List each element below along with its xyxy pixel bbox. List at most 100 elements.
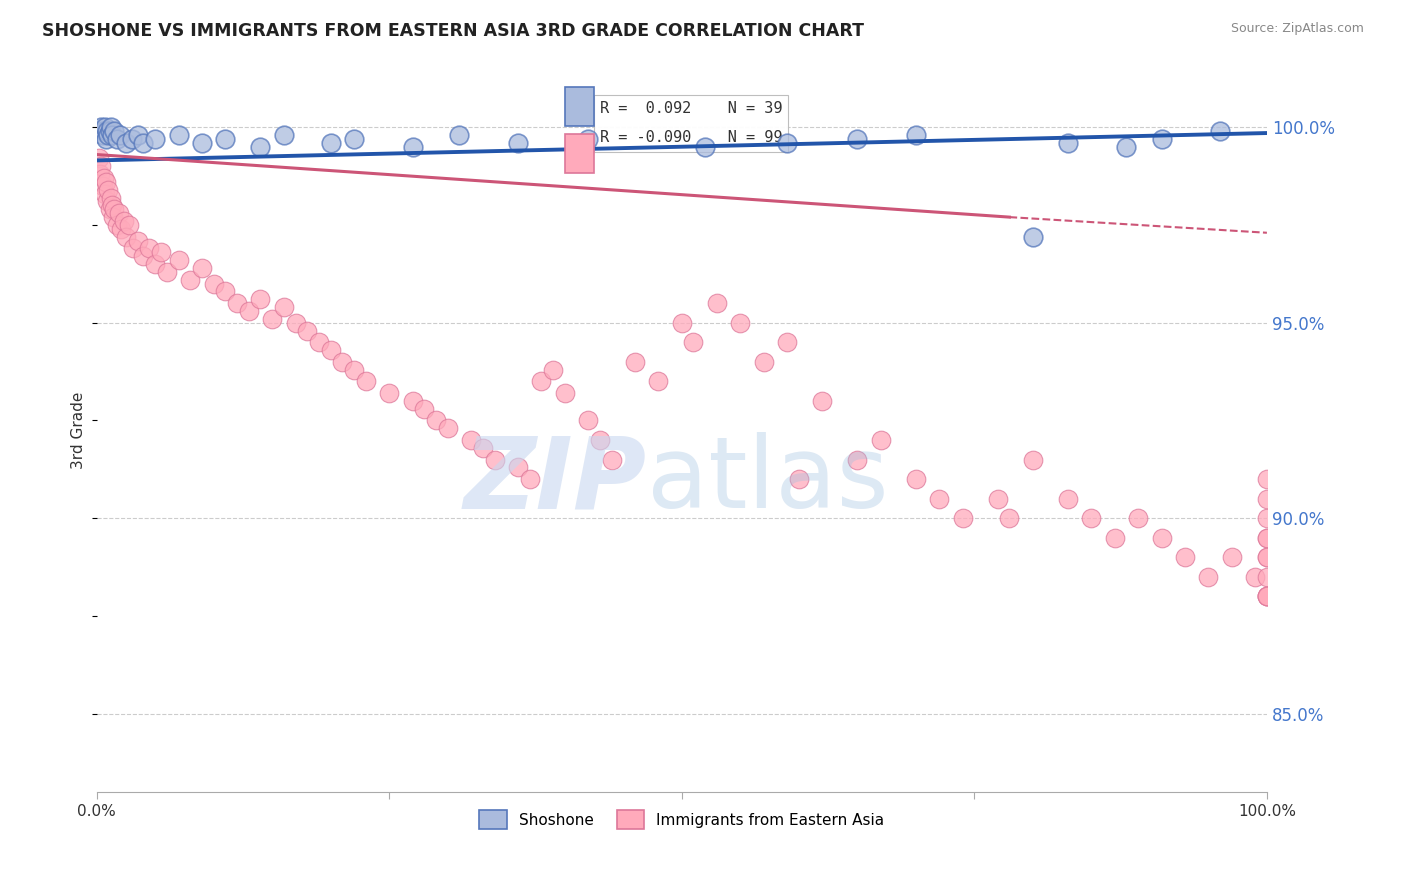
Point — [506, 460, 529, 475]
Point — [94, 175, 117, 189]
Point — [202, 277, 225, 291]
Point — [108, 128, 131, 142]
Point — [541, 362, 564, 376]
Point — [115, 229, 138, 244]
Point — [730, 316, 752, 330]
Text: SHOSHONE VS IMMIGRANTS FROM EASTERN ASIA 3RD GRADE CORRELATION CHART: SHOSHONE VS IMMIGRANTS FROM EASTERN ASIA… — [42, 22, 865, 40]
Point — [167, 253, 190, 268]
Point — [1256, 590, 1278, 604]
Point — [94, 186, 117, 201]
Point — [97, 183, 120, 197]
Point — [846, 452, 869, 467]
Point — [105, 218, 128, 232]
Point — [846, 132, 869, 146]
FancyBboxPatch shape — [565, 87, 593, 127]
Point — [94, 132, 117, 146]
Point — [284, 316, 307, 330]
Text: ZIP: ZIP — [464, 433, 647, 529]
Point — [297, 324, 319, 338]
Point — [308, 335, 330, 350]
Point — [401, 393, 423, 408]
Point — [413, 401, 436, 416]
Point — [1256, 590, 1278, 604]
Point — [904, 472, 927, 486]
Point — [238, 304, 260, 318]
Point — [869, 433, 891, 447]
Point — [1197, 570, 1219, 584]
Point — [695, 139, 717, 153]
Point — [273, 300, 295, 314]
Point — [167, 128, 190, 142]
Point — [1256, 531, 1278, 545]
Point — [319, 136, 342, 150]
Point — [1209, 124, 1232, 138]
Point — [332, 355, 354, 369]
Point — [94, 120, 117, 135]
Point — [1174, 550, 1197, 565]
Point — [904, 128, 927, 142]
Point — [987, 491, 1010, 506]
Point — [108, 206, 131, 220]
Point — [928, 491, 950, 506]
Point — [1244, 570, 1267, 584]
Point — [752, 355, 775, 369]
Point — [132, 136, 155, 150]
Point — [671, 316, 693, 330]
Point — [105, 132, 128, 146]
Point — [576, 413, 599, 427]
Point — [132, 249, 155, 263]
Point — [101, 128, 124, 142]
Point — [776, 335, 799, 350]
Point — [249, 139, 271, 153]
Text: Source: ZipAtlas.com: Source: ZipAtlas.com — [1230, 22, 1364, 36]
Point — [191, 260, 214, 275]
Point — [89, 124, 111, 138]
Y-axis label: 3rd Grade: 3rd Grade — [72, 392, 86, 469]
Point — [1220, 550, 1243, 565]
Point — [1022, 229, 1045, 244]
Point — [1256, 570, 1278, 584]
Point — [624, 355, 647, 369]
Point — [1128, 511, 1150, 525]
Point — [449, 128, 471, 142]
Point — [214, 132, 236, 146]
FancyBboxPatch shape — [565, 134, 593, 173]
Point — [90, 120, 112, 135]
Point — [93, 124, 115, 138]
Point — [143, 257, 166, 271]
Point — [101, 198, 124, 212]
Point — [91, 178, 114, 193]
Point — [1256, 491, 1278, 506]
Point — [343, 132, 366, 146]
Point — [343, 362, 366, 376]
Point — [460, 433, 482, 447]
Point — [647, 375, 669, 389]
Point — [98, 124, 121, 138]
Point — [96, 194, 118, 209]
Point — [191, 136, 214, 150]
Point — [97, 128, 120, 142]
Point — [554, 386, 576, 401]
Point — [118, 218, 141, 232]
Point — [484, 452, 506, 467]
Point — [122, 241, 145, 255]
Point — [378, 386, 401, 401]
Point — [226, 296, 249, 310]
Point — [319, 343, 342, 357]
Point — [811, 393, 834, 408]
Point — [121, 132, 143, 146]
Point — [262, 311, 284, 326]
Text: atlas: atlas — [647, 433, 889, 529]
Point — [998, 511, 1021, 525]
Point — [87, 152, 110, 166]
Point — [1256, 550, 1278, 565]
Point — [776, 136, 799, 150]
Point — [506, 136, 529, 150]
Point — [89, 167, 111, 181]
Point — [101, 210, 124, 224]
Point — [519, 472, 541, 486]
Point — [682, 335, 704, 350]
Point — [576, 132, 599, 146]
Point — [354, 375, 377, 389]
Point — [143, 132, 166, 146]
